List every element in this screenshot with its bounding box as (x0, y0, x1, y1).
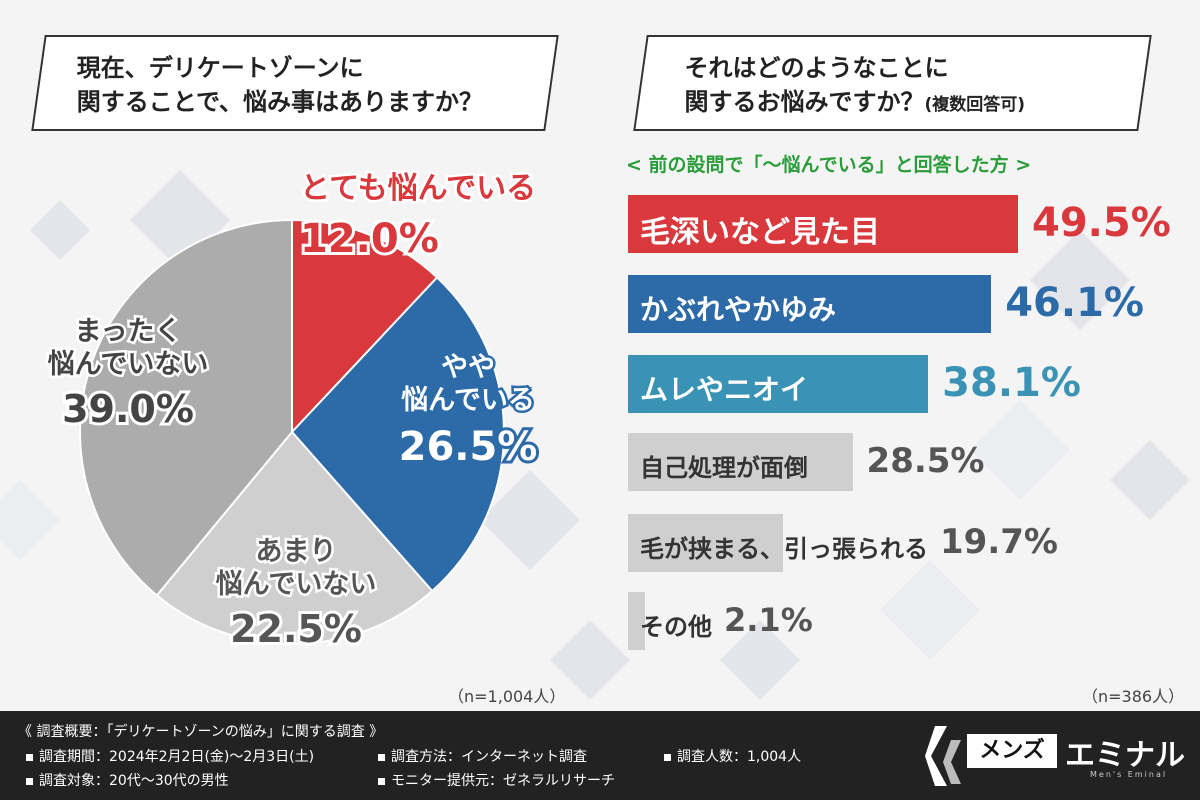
bar-value-2: 38.1% (942, 360, 1081, 406)
bar-label-0: 毛深いなど見た目 (640, 215, 880, 250)
bar-0 (628, 195, 1018, 253)
respondent-subnote: < 前の設問で「～悩んでいる」と回答した方 > (626, 154, 1032, 176)
footer-provider-row: モニター提供元：ゼネラルリサーチ (378, 770, 615, 790)
pie-label-2-0: あまり (256, 536, 337, 567)
pie-label-3-0: まったく (75, 316, 182, 347)
bullet-icon (378, 777, 385, 785)
left-question-line2: 関することで、悩み事はありますか？ (76, 88, 484, 116)
bullet-icon (26, 753, 33, 761)
bar-4 (628, 514, 784, 572)
pie-label-1-0: やや (441, 352, 495, 383)
right-question-line2: 関するお悩みですか？ (684, 88, 925, 116)
bar-label-3: 自己処理が面倒 (640, 454, 808, 482)
right-sample-size: （n=386人） (1082, 687, 1185, 706)
bar-label-4: 毛が挟まる、引っ張られる (640, 535, 928, 563)
left-question-box: 現在、デリケートゾーンに 関することで、悩み事はありますか？ (31, 35, 559, 131)
right-question-box: それはどのようなことに 関するお悩みですか？(複数回答可) (633, 35, 1152, 131)
footer-target: 調査対象：20代～30代の男性 (39, 773, 229, 789)
right-question-note: (複数回答可) (924, 95, 1026, 115)
logo-part2: エミナル (1065, 738, 1185, 773)
bar-value-1: 46.1% (1005, 280, 1144, 326)
pie-slice-1 (290, 276, 505, 593)
pie-value-3: 39.0% (62, 387, 194, 431)
pie-slice-2 (155, 430, 434, 645)
pie-label-3-1: 悩んでいない (48, 349, 209, 380)
footer-period-row: 調査期間：2024年2月2日(金)～2月3日(土) (26, 746, 314, 766)
pie-label-0-0: とても悩んでいる (300, 171, 536, 206)
logo-sub: Men's Eminal (1090, 770, 1168, 779)
bar-label-5: その他 (640, 613, 712, 641)
bar-value-4: 19.7% (940, 522, 1058, 562)
footer-count: 調査人数：1,004人 (677, 749, 802, 765)
footer-target-row: 調査対象：20代～30代の男性 (26, 770, 229, 790)
bar-label-1: かぶれやかゆみ (640, 293, 837, 326)
pie-chart: とても悩んでいる12.0%やや悩んでいる26.5%あまり悩んでいない22.5%ま… (45, 169, 540, 655)
bar-2 (628, 355, 929, 413)
left-question-line1: 現在、デリケートゾーンに (76, 54, 364, 82)
pie-value-0: 12.0% (300, 216, 439, 262)
footer-period: 調査期間：2024年2月2日(金)～2月3日(土) (39, 749, 315, 765)
bullet-icon (664, 753, 671, 761)
pie-slice-3 (79, 218, 293, 597)
pie-label-2-1: 悩んでいない (216, 569, 377, 600)
footer-method-row: 調査方法：インターネット調査 (378, 746, 587, 766)
footer-title: 《 調査概要：「デリケートゾーンの悩み」に関する調査 》 (18, 724, 384, 740)
bar-1 (628, 275, 992, 333)
footer-method: 調査方法：インターネット調査 (391, 749, 587, 765)
footer-count-row: 調査人数：1,004人 (664, 746, 801, 766)
bar-3 (628, 433, 853, 491)
pie-label-1-1: 悩んでいる (401, 385, 535, 416)
bar-5 (628, 592, 645, 650)
logo-mark-icon (925, 726, 961, 786)
pie-slice-0 (291, 218, 439, 435)
bullet-icon (26, 777, 33, 785)
bar-value-0: 49.5% (1032, 200, 1171, 246)
right-question-line1: それはどのようなことに (684, 54, 949, 82)
logo-part1: メンズ (967, 734, 1057, 768)
brand-logo: メンズ エミナル Men's Eminal (925, 722, 1185, 790)
footer-provider: モニター提供元：ゼネラルリサーチ (391, 773, 615, 789)
bar-value-5: 2.1% (724, 601, 813, 639)
bar-label-2: ムレやニオイ (640, 373, 809, 406)
pie-value-2: 22.5% (230, 607, 362, 651)
left-sample-size: （n=1,004人） (448, 687, 566, 706)
bar-value-3: 28.5% (866, 441, 985, 481)
bullet-icon (378, 753, 385, 761)
pie-value-1: 26.5% (399, 424, 538, 470)
